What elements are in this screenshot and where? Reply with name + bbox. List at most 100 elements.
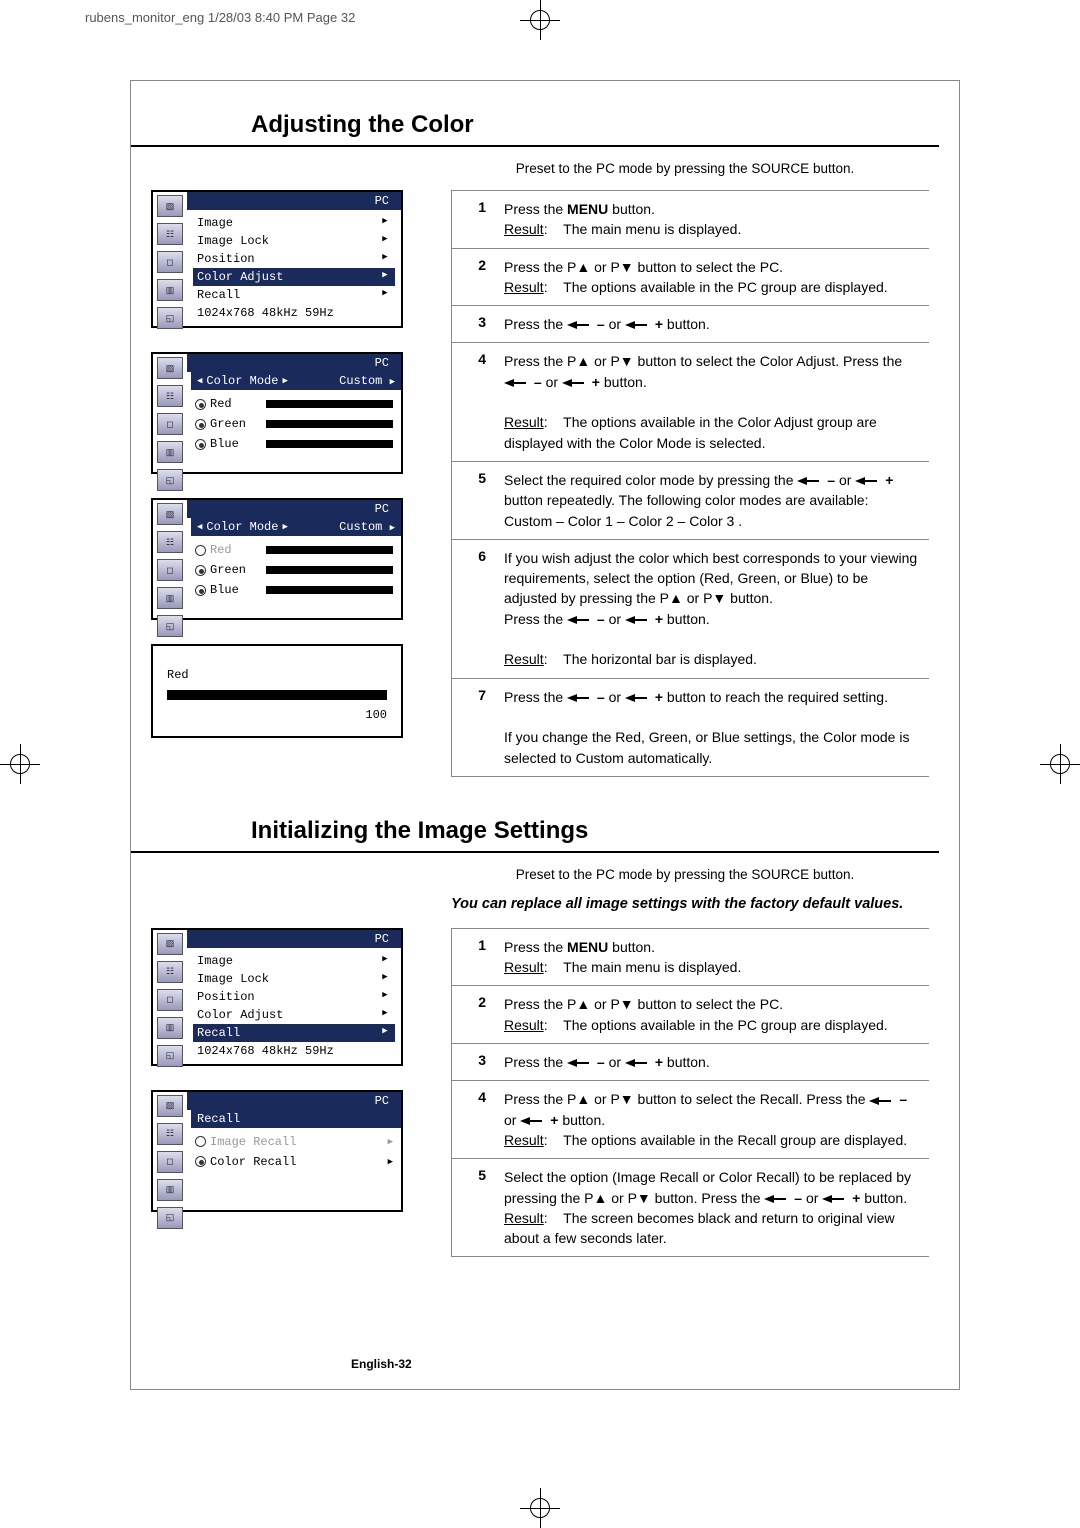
- step-bold: MENU: [567, 201, 608, 217]
- instr-row: 1 Press the MENU button. Result: The mai…: [452, 929, 929, 987]
- radio-icon: [195, 565, 206, 576]
- osd-icon: ☷: [157, 961, 183, 983]
- osd-color-rows: Red Green Blue: [191, 536, 401, 610]
- osd-menu-label: Image Lock: [197, 234, 379, 248]
- preset-suffix: button.: [813, 867, 854, 882]
- osd-menu-row: Position▶: [193, 988, 395, 1006]
- osd-sub-header: Recall: [191, 1110, 401, 1128]
- osd-menu-row: Color Adjust▶: [193, 1006, 395, 1024]
- osd-sub-header-label: Color Mode: [206, 520, 278, 534]
- step-fragment: or: [609, 316, 625, 332]
- instr-row: 3 Press the – or + button.: [452, 306, 929, 343]
- osd-slider-box: Red 100: [151, 644, 403, 738]
- osd-icon: ◱: [157, 307, 183, 329]
- registration-mark-bottom: [520, 1488, 560, 1528]
- chevron-right-icon: ▶: [282, 522, 287, 532]
- instr-row: 4 Press the P▲ or P▼ button to select th…: [452, 343, 929, 461]
- section1-osd-column: PC ▧ ☷ ◻ ▥ ◱ Image▶ Image Lock▶ Position…: [151, 190, 421, 777]
- step-number: 5: [452, 470, 486, 531]
- volume-minus-icon: [869, 1096, 895, 1106]
- step-number: 1: [452, 199, 486, 240]
- osd-recall-row: Color Recall ▶: [193, 1152, 401, 1172]
- radio-icon: [195, 1136, 206, 1147]
- volume-plus-icon: [625, 320, 651, 330]
- osd-color-name: Red: [210, 543, 262, 557]
- osd-menu-row-selected: Color Adjust▶: [193, 268, 395, 286]
- osd-menu-list: Image▶ Image Lock▶ Position▶ Color Adjus…: [191, 948, 401, 1064]
- chevron-right-icon: ▶: [388, 1137, 393, 1147]
- volume-plus-icon: [625, 693, 651, 703]
- step-fragment: or: [609, 1054, 625, 1070]
- instr-row: 7 Press the – or + button to reach the r…: [452, 679, 929, 776]
- preset-button: SOURCE: [751, 867, 809, 882]
- osd-menu-pc-a2: PC ▧ ☷ ◻ ▥ ◱ Image▶ Image Lock▶ Position…: [151, 928, 403, 1066]
- radio-icon: [195, 545, 206, 556]
- step-fragment: button.: [604, 374, 647, 390]
- osd-icon: ▧: [157, 1095, 183, 1117]
- osd-icons: ▧ ☷ ◻ ▥ ◱: [153, 500, 187, 637]
- step-text: Press the MENU button. Result: The main …: [504, 199, 919, 240]
- section1-instructions: 1 Press the MENU button. Result: The mai…: [451, 190, 929, 777]
- chevron-right-icon: ▶: [379, 972, 391, 986]
- chevron-right-icon: ▶: [379, 1026, 391, 1040]
- print-header: rubens_monitor_eng 1/28/03 8:40 PM Page …: [85, 10, 355, 25]
- osd-title-bar: PC: [187, 500, 401, 518]
- minus-label: –: [895, 1091, 907, 1107]
- osd-color-name: Green: [210, 563, 262, 577]
- step-fragment: Press the P▲ or P▼ button to select the …: [504, 1091, 799, 1107]
- chevron-right-icon: ▶: [388, 1157, 393, 1167]
- step-text: Press the – or + button to reach the req…: [504, 687, 919, 768]
- osd-slider-label: Red: [167, 668, 387, 682]
- osd-icon: ◻: [157, 413, 183, 435]
- volume-plus-icon: [520, 1116, 546, 1126]
- osd-icon: ▥: [157, 279, 183, 301]
- step-number: 2: [452, 257, 486, 298]
- osd-color-rows: Red Green Blue: [191, 390, 401, 464]
- step-fragment: Press the: [504, 1054, 567, 1070]
- instr-row: 1 Press the MENU button. Result: The mai…: [452, 191, 929, 249]
- osd-recall-name: Color Recall: [210, 1155, 384, 1169]
- osd-menu-list: Image▶ Image Lock▶ Position▶ Color Adjus…: [191, 210, 401, 326]
- minus-label: –: [593, 1054, 609, 1070]
- osd-recall-rows: Image Recall▶ Color Recall▶: [191, 1128, 401, 1182]
- osd-color-row: Blue: [193, 580, 401, 600]
- volume-minus-icon: [567, 693, 593, 703]
- osd-icon: ☷: [157, 385, 183, 407]
- osd-sub-header-value: Custom: [339, 520, 382, 534]
- osd-slider-bar: [266, 586, 393, 594]
- section2-instructions: 1 Press the MENU button. Result: The mai…: [451, 928, 929, 1258]
- osd-menu-row: Image▶: [193, 214, 395, 232]
- osd-sub-header-label: Color Mode: [206, 374, 278, 388]
- step-fragment: or: [806, 1190, 822, 1206]
- volume-plus-icon: [625, 615, 651, 625]
- chevron-left-icon: ◀: [197, 376, 202, 386]
- volume-minus-icon: [567, 1058, 593, 1068]
- step-fragment: button to reach the required setting.: [667, 689, 888, 705]
- step-text: If you wish adjust the color which best …: [504, 548, 919, 670]
- chevron-right-icon: ▶: [390, 377, 395, 387]
- step-result: The options available in the PC group ar…: [563, 279, 888, 295]
- step-fragment: Press the: [504, 611, 567, 627]
- volume-plus-icon: [562, 378, 588, 388]
- osd-menu-label: Color Adjust: [197, 1008, 379, 1022]
- step-number: 4: [452, 351, 486, 452]
- osd-slider-value: 100: [167, 708, 387, 722]
- osd-icon: ◱: [157, 469, 183, 491]
- step-fragment: Press the: [504, 689, 567, 705]
- osd-icon: ◻: [157, 989, 183, 1011]
- plus-label: +: [848, 1190, 864, 1206]
- result-label: Result: [504, 1210, 544, 1226]
- step-fragment: Press the P▲ or P▼ button to select the …: [504, 259, 783, 275]
- osd-menu-row-selected: Recall▶: [193, 1024, 395, 1042]
- osd-color-row: Blue: [193, 434, 401, 454]
- step-text: Select the required color mode by pressi…: [504, 470, 919, 531]
- osd-slider-bar: [266, 566, 393, 574]
- osd-menu-label: Position: [197, 990, 379, 1004]
- osd-menu-label: Position: [197, 252, 379, 266]
- step-fragment: or: [546, 374, 562, 390]
- osd-slider-bar: [266, 546, 393, 554]
- plus-label: +: [651, 611, 667, 627]
- step-bold: MENU: [567, 939, 608, 955]
- step-text: Press the – or + button.: [504, 314, 919, 334]
- step-fragment: Press the: [504, 939, 567, 955]
